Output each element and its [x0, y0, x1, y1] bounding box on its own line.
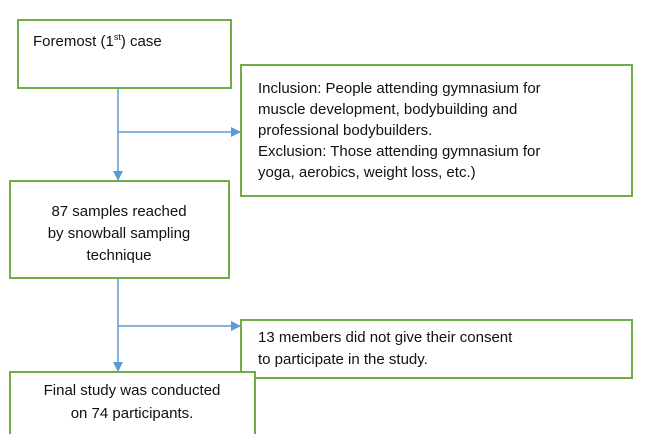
- node-line: yoga, aerobics, weight loss, etc.): [258, 164, 476, 181]
- node-line: muscle development, bodybuilding and: [258, 101, 517, 118]
- node-line: technique: [86, 247, 151, 264]
- box: [9, 180, 230, 279]
- box: [240, 64, 633, 197]
- text: Foremost (1: [33, 33, 114, 50]
- node-line: Inclusion: People attending gymnasium fo…: [258, 80, 541, 97]
- node-line: professional bodybuilders.: [258, 122, 432, 139]
- text: ) case: [121, 33, 162, 50]
- node-label: Foremost (1st) case: [33, 32, 162, 50]
- box: [240, 319, 633, 379]
- node-lines: Inclusion: People attending gymnasium fo…: [44, 80, 541, 422]
- node-line: on 74 participants.: [71, 405, 194, 422]
- node-line: Final study was conducted: [44, 382, 221, 399]
- box: [17, 19, 232, 89]
- box: [9, 371, 256, 439]
- node-line: to participate in the study.: [258, 351, 428, 368]
- superscript: st: [114, 32, 122, 42]
- node-line: Exclusion: Those attending gymnasium for: [258, 143, 540, 160]
- node-line: 13 members did not give their consent: [258, 329, 513, 346]
- node-line: 87 samples reached: [51, 203, 186, 220]
- node-line: by snowball sampling: [48, 225, 191, 242]
